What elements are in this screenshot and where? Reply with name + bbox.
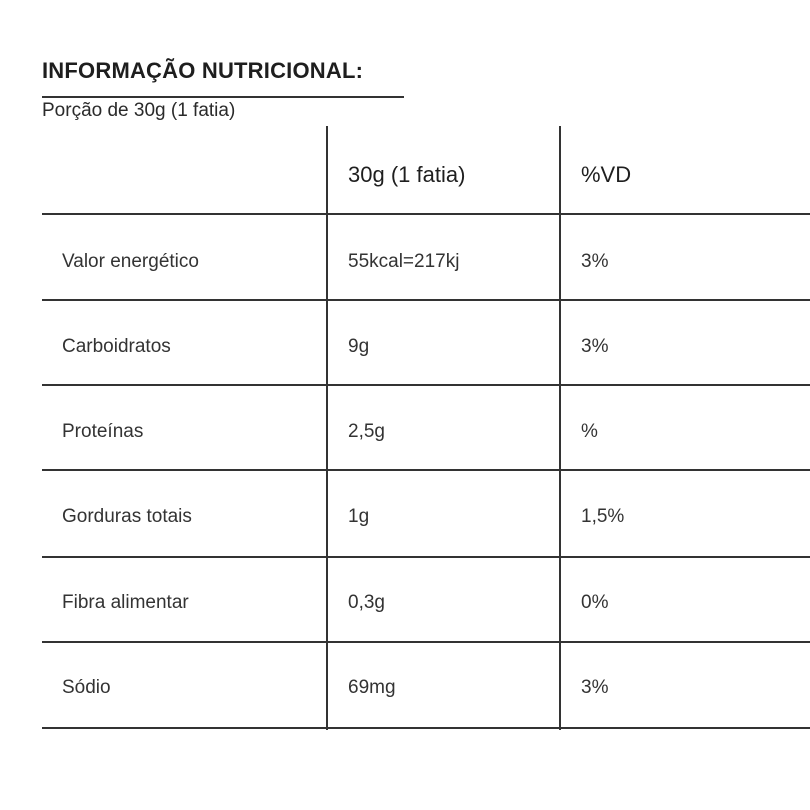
nutrient-name: Sódio xyxy=(62,677,111,698)
nutrient-daily-value: 3% xyxy=(581,677,609,698)
nutrient-amount: 1g xyxy=(348,506,370,527)
nutrient-daily-value: % xyxy=(581,421,598,442)
nutrient-amount: 55kcal=217kj xyxy=(348,251,460,272)
column-divider xyxy=(326,126,328,730)
serving-size: Porção de 30g (1 fatia) xyxy=(42,100,236,121)
nutrient-amount: 2,5g xyxy=(348,421,385,442)
nutrient-name: Fibra alimentar xyxy=(62,592,189,613)
nutrient-daily-value: 0% xyxy=(581,592,609,613)
nutrient-name: Gorduras totais xyxy=(62,506,192,527)
nutrient-name: Valor energético xyxy=(62,251,199,272)
nutrient-daily-value: 3% xyxy=(581,251,609,272)
page-title: INFORMAÇÃO NUTRICIONAL: xyxy=(42,58,364,83)
row-divider xyxy=(42,727,810,729)
title-underline xyxy=(42,96,404,98)
header-daily-value: %VD xyxy=(581,162,632,187)
nutrient-amount: 0,3g xyxy=(348,592,385,613)
row-divider xyxy=(42,213,810,215)
nutrient-daily-value: 1,5% xyxy=(581,506,625,527)
row-divider xyxy=(42,384,810,386)
nutrient-name: Carboidratos xyxy=(62,336,171,357)
nutrient-amount: 9g xyxy=(348,336,370,357)
nutrient-daily-value: 3% xyxy=(581,336,609,357)
row-divider xyxy=(42,299,810,301)
nutrient-amount: 69mg xyxy=(348,677,396,698)
nutrient-name: Proteínas xyxy=(62,421,144,442)
row-divider xyxy=(42,556,810,558)
header-amount: 30g (1 fatia) xyxy=(348,162,466,187)
row-divider xyxy=(42,641,810,643)
column-divider xyxy=(559,126,561,730)
row-divider xyxy=(42,469,810,471)
